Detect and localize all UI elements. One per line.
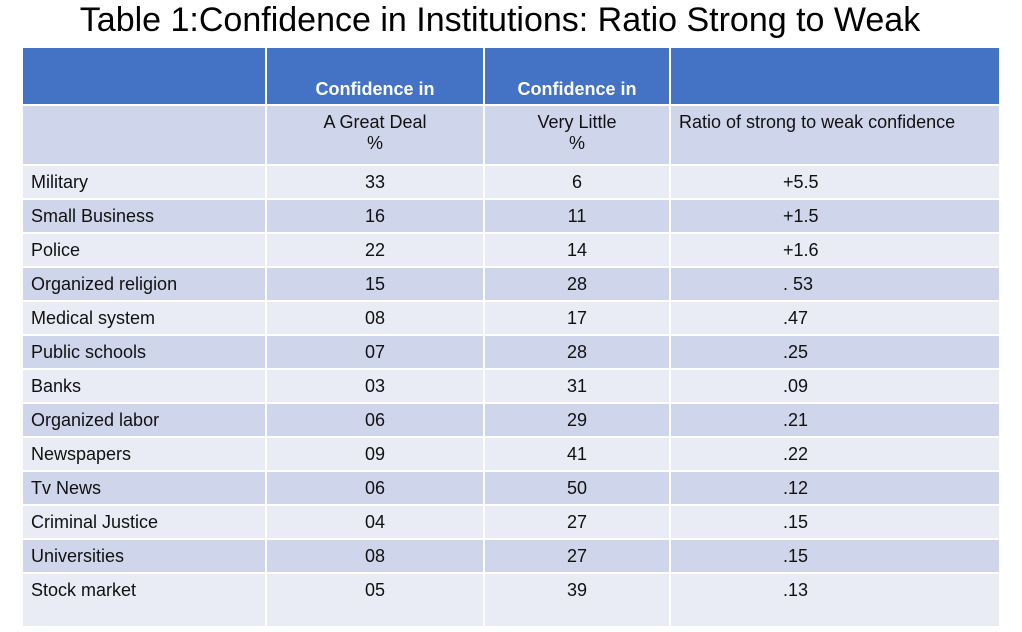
very-little-value: 41 (483, 436, 671, 472)
header-ratio: Ratio of strong to weak confidence (679, 112, 956, 132)
great-deal-value: 22 (265, 232, 485, 268)
row-label: Organized religion (21, 266, 267, 302)
ratio-value: .15 (669, 538, 1001, 574)
ratio-value: .21 (669, 402, 1001, 438)
ratio-value: .15 (669, 504, 1001, 540)
row-label: Public schools (21, 334, 267, 370)
ratio-value: .09 (669, 368, 1001, 404)
header-cell: Very Little% (483, 104, 671, 166)
very-little-value: 28 (483, 334, 671, 370)
great-deal-value: 04 (265, 504, 485, 540)
table-row: Organized religion 15 28. 53 (21, 266, 1001, 302)
ratio-value: .13 (669, 572, 1001, 628)
very-little-value: 14 (483, 232, 671, 268)
header-cell: Confidence in (265, 46, 485, 106)
header-percent: % (366, 133, 383, 153)
ratio-value: .47 (669, 300, 1001, 336)
row-label: Universities (21, 538, 267, 574)
row-label: Banks (21, 368, 267, 404)
very-little-value: 28 (483, 266, 671, 302)
header-great-deal: A Great Deal (323, 112, 427, 132)
table-row: Public schools 07 28.25 (21, 334, 1001, 370)
very-little-value: 50 (483, 470, 671, 506)
header-very-little: Very Little (537, 112, 617, 132)
row-label: Tv News (21, 470, 267, 506)
great-deal-value: 08 (265, 538, 485, 574)
header-cell (669, 46, 1001, 106)
great-deal-value: 15 (265, 266, 485, 302)
row-label: Medical system (21, 300, 267, 336)
row-label: Criminal Justice (21, 504, 267, 540)
very-little-value: 27 (483, 504, 671, 540)
great-deal-value: 06 (265, 470, 485, 506)
table-row: Universities 08 27.15 (21, 538, 1001, 574)
very-little-value: 6 (483, 164, 671, 200)
header-row-sub: A Great Deal% Very Little% Ratio of stro… (21, 104, 1001, 166)
row-label: Small Business (21, 198, 267, 234)
ratio-value: +1.6 (669, 232, 1001, 268)
ratio-value: +1.5 (669, 198, 1001, 234)
great-deal-value: 07 (265, 334, 485, 370)
table-row: Stock market 05 39.13 (21, 572, 1001, 628)
table-row: Organized labor 06 29.21 (21, 402, 1001, 438)
great-deal-value: 33 (265, 164, 485, 200)
great-deal-value: 16 (265, 198, 485, 234)
header-percent: % (568, 133, 585, 153)
ratio-value: .12 (669, 470, 1001, 506)
row-label: Military (21, 164, 267, 200)
table-row: Small Business 16 11 +1.5 (21, 198, 1001, 234)
header-cell: Ratio of strong to weak confidence (669, 104, 1001, 166)
table-row: Military 33 6 +5.5 (21, 164, 1001, 200)
ratio-value: +5.5 (669, 164, 1001, 200)
great-deal-value: 08 (265, 300, 485, 336)
great-deal-value: 09 (265, 436, 485, 472)
very-little-value: 27 (483, 538, 671, 574)
header-cell: Confidence in (483, 46, 671, 106)
row-label: Stock market (21, 572, 267, 628)
header-confidence-little: Confidence in (517, 79, 637, 99)
very-little-value: 29 (483, 402, 671, 438)
great-deal-value: 06 (265, 402, 485, 438)
page-title: Table 1:Confidence in Institutions: Rati… (79, 1, 921, 39)
very-little-value: 17 (483, 300, 671, 336)
ratio-value: . 53 (669, 266, 1001, 302)
row-label: Organized labor (21, 402, 267, 438)
very-little-value: 31 (483, 368, 671, 404)
ratio-value: .22 (669, 436, 1001, 472)
confidence-table: Confidence in Confidence in A Great Deal… (21, 46, 1001, 628)
row-label: Police (21, 232, 267, 268)
ratio-value: .25 (669, 334, 1001, 370)
table-row: Banks 03 31.09 (21, 368, 1001, 404)
row-label: Newspapers (21, 436, 267, 472)
very-little-value: 11 (483, 198, 671, 234)
table-row: Tv News 06 50.12 (21, 470, 1001, 506)
header-confidence-great: Confidence in (315, 79, 435, 99)
table-row: Criminal Justice 04 27.15 (21, 504, 1001, 540)
table-row: Medical system 08 17.47 (21, 300, 1001, 336)
table-row: Police 22 14 +1.6 (21, 232, 1001, 268)
header-cell (21, 46, 267, 106)
header-cell (21, 104, 267, 166)
great-deal-value: 05 (265, 572, 485, 628)
header-cell: A Great Deal% (265, 104, 485, 166)
very-little-value: 39 (483, 572, 671, 628)
table-row: Newspapers 09 41.22 (21, 436, 1001, 472)
header-row-top: Confidence in Confidence in (21, 46, 1001, 106)
great-deal-value: 03 (265, 368, 485, 404)
